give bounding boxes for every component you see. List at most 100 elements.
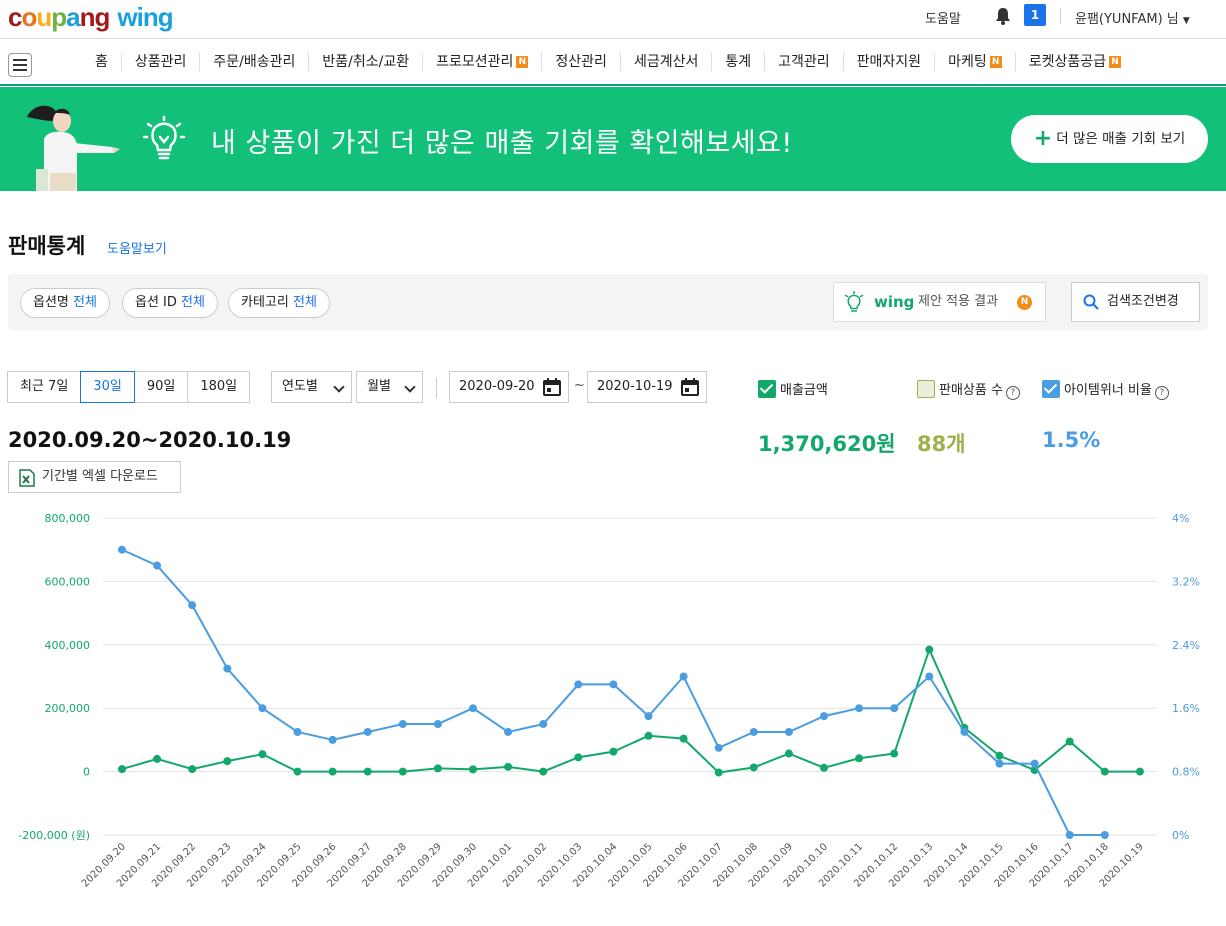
coupang-wing-logo[interactable]: coupang wing <box>8 2 174 33</box>
calendar-icon[interactable] <box>542 377 562 397</box>
user-name: 윤팸(YUNFAM) 님 <box>1075 12 1179 27</box>
date-separator: ~ <box>574 378 585 393</box>
new-badge: N <box>516 56 529 68</box>
chevron-down-icon <box>404 381 416 393</box>
nav-item-orders[interactable]: 주문/배송관리 <box>200 53 310 71</box>
data-point-sales <box>328 767 337 776</box>
data-point-ratio <box>118 545 126 554</box>
data-point-ratio <box>1065 831 1074 839</box>
data-point-ratio <box>960 727 969 736</box>
nav-item-marketing[interactable]: 마케팅 N <box>935 53 1016 71</box>
ratio-total: 1.5% <box>1042 428 1101 452</box>
legend-label: 판매상품 수 <box>939 383 1003 398</box>
wing-label: wing <box>874 293 915 311</box>
data-point-sales <box>363 767 372 776</box>
change-search-conditions-button[interactable]: 검색조건변경 <box>1071 282 1200 322</box>
nav-item-home[interactable]: 홈 <box>82 53 122 71</box>
nav-label: 세금계산서 <box>633 54 699 70</box>
data-point-ratio <box>223 664 232 673</box>
y-tick-label-left: 0 <box>83 766 90 779</box>
chip-label: 옵션명 <box>33 295 69 310</box>
divider <box>436 378 437 398</box>
nav-item-statistics[interactable]: 통계 <box>712 53 766 71</box>
person-illustration <box>27 105 120 191</box>
nav-label: 홈 <box>95 54 108 70</box>
logo-letter: c <box>8 2 23 32</box>
more-opportunities-button[interactable]: + 더 많은 매출 기회 보기 <box>1011 115 1208 163</box>
y-tick-label-left: 200,000 <box>45 702 91 715</box>
data-point-sales <box>118 765 126 774</box>
data-point-sales <box>539 767 548 776</box>
chip-value: 전체 <box>73 295 97 310</box>
data-point-ratio <box>539 720 548 729</box>
question-icon[interactable]: ? <box>1005 386 1020 400</box>
lightbulb-icon <box>143 115 185 160</box>
user-menu[interactable]: 윤팸(YUNFAM) 님 ▼ <box>1075 8 1190 27</box>
bell-icon[interactable] <box>993 6 1013 26</box>
nav-label: 프로모션관리 <box>436 54 514 70</box>
filter-chip-option-id[interactable]: 옵션 ID 전체 <box>122 288 218 318</box>
notification-badge[interactable]: 1 <box>1024 4 1046 26</box>
tab-7-days[interactable]: 최근 7일 <box>7 371 82 403</box>
series-line-ratio <box>121 548 1105 836</box>
data-point-ratio <box>153 561 162 570</box>
data-point-sales <box>679 734 688 743</box>
nav-item-tax-invoice[interactable]: 세금계산서 <box>621 53 713 71</box>
question-icon[interactable]: ? <box>1154 386 1169 400</box>
start-date-field[interactable]: 2020-09-20 <box>449 371 569 403</box>
filter-chip-category[interactable]: 카테고리 전체 <box>228 288 330 318</box>
help-link[interactable]: 도움말 <box>925 12 961 27</box>
tab-90-days[interactable]: 90일 <box>133 371 189 403</box>
nav-item-settlement[interactable]: 정산관리 <box>542 53 621 71</box>
year-select[interactable]: 연도별 <box>271 371 352 403</box>
excel-icon <box>19 469 35 487</box>
data-point-ratio <box>784 727 793 736</box>
hamburger-menu-icon[interactable] <box>8 53 32 77</box>
period-tabs: 최근 7일 30일 90일 180일 <box>7 371 251 403</box>
wing-suggestion-results[interactable]: wing 제안 적용 결과 N <box>833 282 1046 322</box>
main-nav: 홈 상품관리 주문/배송관리 반품/취소/교환 프로모션관리 N 정산관리 세금계… <box>0 38 1226 86</box>
help-link[interactable]: 도움말보기 <box>107 242 167 257</box>
legend-sales-checkbox[interactable]: 매출금액 <box>758 380 828 401</box>
data-point-ratio <box>820 712 828 721</box>
nav-label: 반품/취소/교환 <box>322 54 410 70</box>
checkbox-icon <box>1042 380 1060 398</box>
nav-item-rocket-supply[interactable]: 로켓상품공급 N <box>1016 53 1134 71</box>
nav-item-customers[interactable]: 고객관리 <box>765 53 844 71</box>
month-select[interactable]: 월별 <box>356 371 423 403</box>
excel-download-button[interactable]: 기간별 엑셀 다운로드 <box>8 461 181 493</box>
chip-value: 전체 <box>292 295 317 310</box>
checkbox-icon <box>758 380 776 398</box>
y-tick-label-right: 2.4% <box>1172 639 1200 652</box>
nav-item-products[interactable]: 상품관리 <box>122 53 201 71</box>
nav-label: 정산관리 <box>555 54 607 70</box>
button-label: 검색조건변경 <box>1107 294 1179 309</box>
data-point-ratio <box>574 680 583 689</box>
legend-ratio-checkbox[interactable]: 아이템위너 비율? <box>1042 380 1169 401</box>
date-value: 2020-10-19 <box>597 379 673 394</box>
nav-item-promotions[interactable]: 프로모션관리 N <box>423 53 543 71</box>
data-point-sales <box>784 749 793 758</box>
data-point-ratio <box>609 680 618 689</box>
tab-30-days[interactable]: 30일 <box>80 371 135 403</box>
data-point-sales <box>258 750 267 759</box>
filter-chip-option-name[interactable]: 옵션명 전체 <box>20 288 110 318</box>
legend-count-checkbox[interactable]: 판매상품 수? <box>917 380 1020 401</box>
tab-180-days[interactable]: 180일 <box>187 371 251 403</box>
data-point-sales <box>749 763 758 772</box>
nav-item-seller-support[interactable]: 판매자지원 <box>844 53 936 71</box>
nav-label: 상품관리 <box>134 54 187 70</box>
logo-letter: ng <box>79 2 111 32</box>
calendar-icon[interactable] <box>680 377 700 397</box>
end-date-field[interactable]: 2020-10-19 <box>587 371 707 403</box>
data-point-ratio <box>855 704 864 713</box>
divider <box>1060 8 1061 24</box>
new-badge: N <box>1017 295 1032 310</box>
data-point-sales <box>1100 767 1109 776</box>
nav-item-returns[interactable]: 반품/취소/교환 <box>309 53 424 71</box>
lightbulb-icon <box>844 291 864 312</box>
nav-label: 로켓상품공급 <box>1028 54 1106 70</box>
nav-menu: 홈 상품관리 주문/배송관리 반품/취소/교환 프로모션관리 N 정산관리 세금계… <box>82 53 1134 71</box>
data-point-sales <box>890 749 899 758</box>
page-title: 판매통계 <box>8 234 86 258</box>
